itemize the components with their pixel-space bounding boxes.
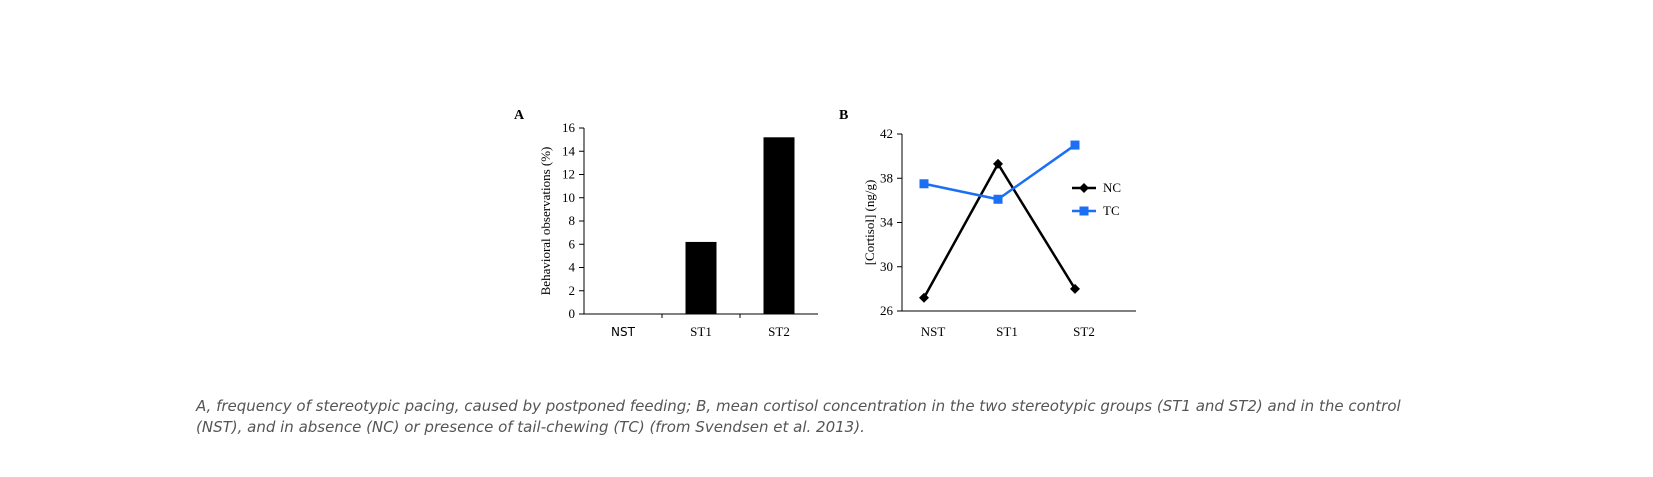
caption-line-1: A, frequency of stereotypic pacing, caus…: [196, 397, 1401, 415]
legend-label-nc: NC: [1103, 180, 1121, 195]
legend-marker-nc: [1079, 183, 1089, 193]
point-tc: [919, 179, 929, 189]
y-axis-title-b: [Cortisol] (ng/g): [862, 180, 877, 266]
y-tick-label-b: 42: [880, 126, 893, 141]
series-line-nc: [922, 161, 1077, 299]
legend-marker-tc: [1079, 206, 1089, 216]
figure-caption: A, frequency of stereotypic pacing, caus…: [196, 396, 1496, 438]
y-tick-label-a: 12: [562, 167, 575, 182]
series-b: [919, 140, 1080, 303]
panel-letter-a: A: [514, 108, 525, 123]
y-tick-label-b: 38: [880, 170, 893, 185]
point-tc: [993, 194, 1003, 204]
point-nc: [1070, 283, 1080, 294]
y-tick-label-a: 10: [562, 190, 575, 205]
point-nc: [919, 292, 929, 303]
series-line-tc: [923, 144, 1076, 201]
panel-letter-b: B: [839, 108, 848, 123]
y-tick-label-b: 30: [880, 259, 893, 274]
y-tick-label-a: 6: [569, 236, 576, 251]
point-nc: [993, 158, 1003, 169]
legend-b: NC TC: [1072, 180, 1121, 218]
axes-b: 26 30 34 38 42 NST ST1 ST2: [880, 126, 1136, 339]
point-tc: [1070, 140, 1080, 150]
bar-chart-panel-a: A Behavioral observations (%) 0 2 4 6 8 10 12 1…: [514, 108, 818, 339]
bar-st1: [685, 241, 717, 314]
y-tick-label-a: 16: [562, 120, 576, 135]
bars-a: [685, 137, 795, 314]
x-tick-label-a: ST2: [768, 324, 790, 339]
x-tick-label-a: NST: [611, 325, 636, 339]
caption-line-2: (NST), and in absence (NC) or presence o…: [196, 418, 865, 436]
x-tick-label-b: ST1: [996, 324, 1018, 339]
y-tick-label-b: 34: [880, 215, 894, 230]
legend-label-tc: TC: [1103, 203, 1120, 218]
y-tick-label-a: 8: [569, 213, 576, 228]
y-axis-title-a: Behavioral observations (%): [538, 147, 553, 296]
bar-st2: [763, 137, 795, 314]
x-tick-label-b: NST: [921, 324, 946, 339]
x-tick-label-b: ST2: [1073, 324, 1095, 339]
x-tick-label-a: ST1: [690, 324, 712, 339]
y-tick-label-a: 0: [569, 306, 576, 321]
y-tick-label-a: 4: [569, 260, 576, 275]
y-tick-label-a: 2: [569, 283, 576, 298]
y-tick-label-a: 14: [562, 143, 576, 158]
axes-a: 0 2 4 6 8 10 12 14 16 NST ST1 ST2: [562, 120, 818, 339]
y-tick-label-b: 26: [880, 303, 894, 318]
